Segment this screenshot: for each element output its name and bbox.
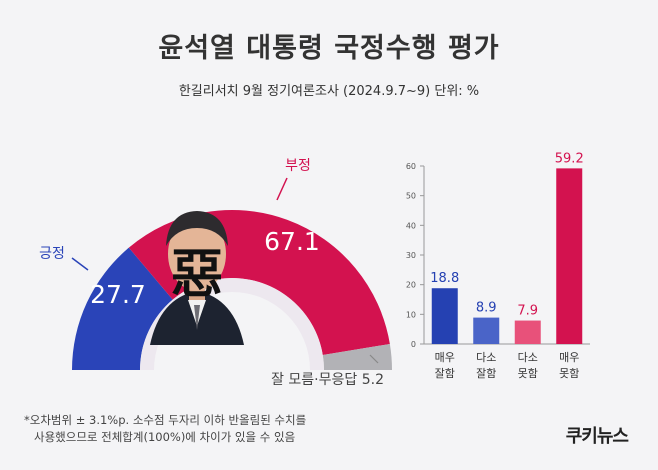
portrait-photo xyxy=(150,211,244,345)
leader-line xyxy=(71,257,89,271)
chart-subtitle: 한길리서치 9월 정기여론조사 (2024.9.7~9) 단위: % xyxy=(178,84,480,99)
donut-slice-0 xyxy=(72,247,173,370)
y-tick-label: 40 xyxy=(406,221,416,230)
footnote: *오차범위 ± 3.1%p. 소수점 두자리 이하 반올림된 수치를 사용했으므… xyxy=(24,412,306,446)
necktie xyxy=(194,305,200,330)
bar-value-label: 7.9 xyxy=(517,304,538,319)
bar xyxy=(514,320,541,344)
footnote-line-2: 사용했으므로 전체합계(100%)에 차이가 있을 수 있음 xyxy=(34,430,296,444)
bar-value-label: 8.9 xyxy=(476,301,497,316)
donut-slice-label: 부정 xyxy=(285,158,311,174)
x-tick-label: 못함 xyxy=(559,367,579,380)
x-tick-label: 못함 xyxy=(518,367,538,380)
donut-slice-2 xyxy=(322,343,392,370)
x-tick-label: 잘함 xyxy=(476,367,496,380)
publisher-logo: 쿠키뉴스 xyxy=(565,426,629,447)
bar xyxy=(556,168,583,344)
x-tick-label: 다소 xyxy=(476,351,496,364)
donut-value-label: 67.1 xyxy=(264,227,320,256)
leader-line xyxy=(369,354,379,364)
y-tick-label: 60 xyxy=(406,162,416,171)
y-tick-label: 0 xyxy=(411,340,416,349)
donut-slice-label: 긍정 xyxy=(39,246,65,262)
photo-overlay-text: 惡 xyxy=(171,244,223,305)
donut-value-label: 27.7 xyxy=(90,280,146,309)
bar-value-label: 18.8 xyxy=(430,271,459,286)
bar xyxy=(431,288,458,344)
y-tick-label: 30 xyxy=(406,251,416,260)
leader-line xyxy=(276,177,288,201)
x-tick-label: 매우 xyxy=(559,351,579,364)
donut-slice-label: 잘 모름·무응답 5.2 xyxy=(271,372,384,388)
chart-title: 윤석열 대통령 국정수행 평가 xyxy=(158,33,500,64)
x-tick-label: 잘함 xyxy=(435,367,455,380)
y-tick-label: 10 xyxy=(406,310,416,319)
x-tick-label: 매우 xyxy=(435,351,455,364)
y-tick-label: 50 xyxy=(406,192,416,201)
bar xyxy=(473,317,500,344)
y-tick-label: 20 xyxy=(406,281,416,290)
x-tick-label: 다소 xyxy=(518,351,538,364)
footnote-line-1: *오차범위 ± 3.1%p. 소수점 두자리 이하 반올림된 수치를 xyxy=(24,413,307,427)
face-shape xyxy=(168,217,226,291)
bar-value-label: 59.2 xyxy=(555,151,584,166)
hair-shape xyxy=(166,211,228,246)
